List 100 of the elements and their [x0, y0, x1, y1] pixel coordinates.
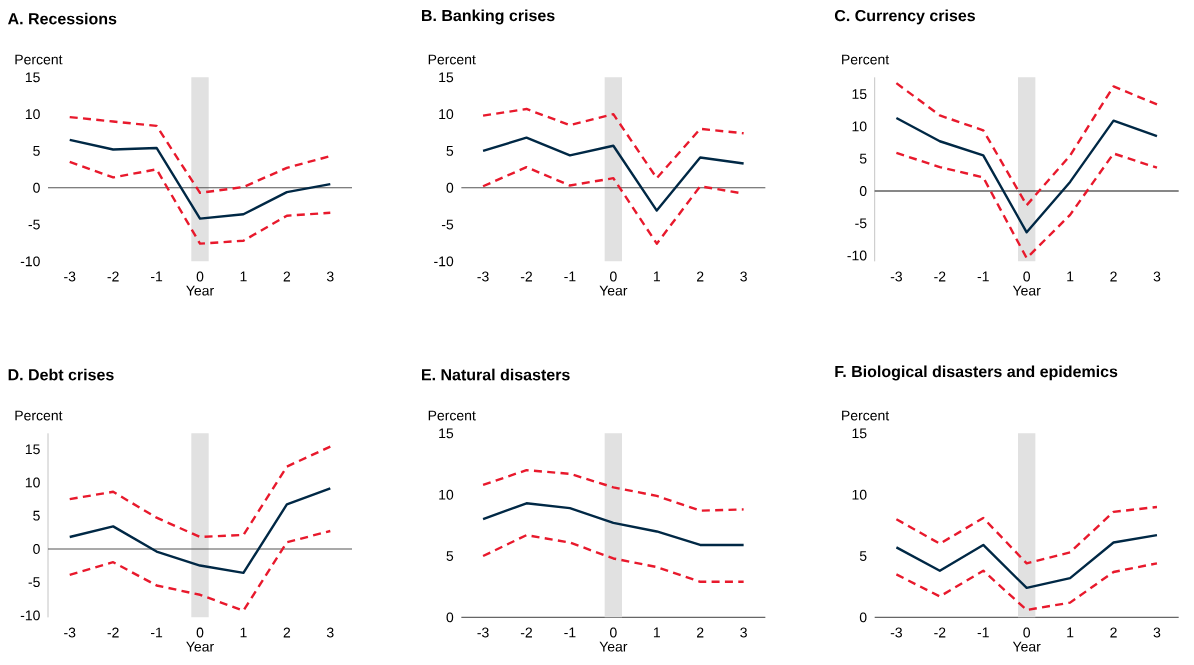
x-tick-label: 3 [1153, 627, 1161, 638]
x-tick-label: 1 [653, 627, 660, 638]
x-tick-label: 1 [240, 627, 247, 638]
y-tick-label: -10 [20, 256, 40, 267]
x-tick-label: 1 [1067, 271, 1074, 282]
x-axis-title: Year [1012, 285, 1041, 296]
y-tick-label: 15 [439, 428, 454, 439]
y-tick-label: -10 [20, 610, 40, 621]
line-series [481, 502, 745, 547]
line-series [895, 533, 1159, 590]
x-tick-label: -2 [107, 627, 119, 638]
y-tick-label: 15 [852, 428, 867, 439]
y-axis-title: Percent [842, 410, 890, 421]
x-tick-label: -3 [890, 271, 902, 282]
y-tick-label: 15 [25, 72, 40, 83]
x-axis-title: Year [599, 641, 628, 652]
y-tick-label: 10 [25, 477, 40, 488]
chart-title: A. Recessions [8, 12, 117, 25]
y-tick-label: -5 [441, 219, 454, 230]
x-tick-label: -1 [150, 627, 163, 638]
line-series [481, 468, 745, 512]
line-series [895, 116, 1159, 234]
x-axis-title: Year [186, 641, 214, 652]
y-tick-label: 15 [852, 89, 867, 100]
line-series [68, 138, 332, 220]
line-series [481, 136, 745, 212]
x-tick-label: -3 [64, 627, 76, 638]
line-series [481, 533, 745, 583]
x-tick-label: -1 [977, 271, 989, 282]
x-tick-label: -2 [934, 271, 946, 282]
x-axis-title: Year [1012, 641, 1041, 652]
x-tick-label: -3 [890, 627, 902, 638]
x-tick-label: 2 [697, 627, 704, 638]
chart-title: E. Natural disasters [422, 368, 570, 381]
y-axis-title: Percent [15, 54, 63, 65]
x-tick-label: 2 [283, 271, 291, 282]
y-axis-title: Percent [428, 410, 476, 421]
y-tick-label: 5 [446, 551, 454, 561]
x-tick-label: -3 [64, 271, 76, 282]
x-tick-label: 1 [653, 271, 660, 282]
x-tick-label: 2 [1110, 627, 1117, 638]
line-series [68, 529, 332, 612]
x-axis-title: Year [599, 285, 628, 296]
x-tick-label: 3 [740, 271, 747, 282]
x-axis-title: Year [186, 285, 214, 296]
x-tick-label: -2 [934, 627, 946, 638]
x-tick-label: -3 [477, 271, 489, 282]
x-tick-label: 0 [196, 271, 204, 282]
x-tick-label: 0 [610, 627, 617, 638]
chart-title: C. Currency crises [834, 9, 975, 25]
y-tick-label: 0 [33, 182, 40, 193]
y-tick-label: -10 [847, 250, 867, 261]
y-tick-label: 0 [859, 186, 867, 196]
x-tick-label: -3 [477, 627, 489, 638]
y-tick-label: -10 [434, 256, 454, 267]
y-axis-title: Percent [428, 54, 476, 65]
line-series [895, 151, 1159, 260]
x-tick-label: -1 [564, 271, 576, 282]
x-tick-label: -1 [977, 627, 989, 638]
y-tick-label: -5 [28, 219, 40, 230]
x-tick-label: 2 [1110, 271, 1117, 282]
line-series [68, 160, 332, 245]
chart-title: B. Banking crises [422, 9, 555, 25]
y-tick-label: 10 [439, 489, 454, 500]
x-tick-label: 2 [697, 271, 704, 282]
x-tick-label: 3 [740, 627, 747, 638]
y-axis-title: Percent [15, 410, 63, 421]
y-tick-label: 15 [439, 72, 454, 83]
x-tick-label: -2 [520, 627, 532, 638]
x-tick-label: 1 [1067, 627, 1074, 638]
x-tick-label: 2 [283, 627, 291, 638]
y-tick-label: 10 [852, 489, 867, 500]
line-series [481, 107, 745, 180]
x-tick-label: -1 [150, 271, 163, 282]
y-tick-label: 5 [446, 146, 454, 156]
x-tick-label: 0 [1023, 627, 1031, 638]
y-tick-label: 0 [446, 612, 454, 623]
line-series [68, 115, 332, 195]
y-tick-label: -5 [28, 577, 40, 588]
x-tick-label: 3 [326, 271, 334, 282]
y-tick-label: 10 [852, 121, 867, 132]
y-tick-label: 0 [859, 612, 867, 623]
line-series [895, 81, 1159, 207]
y-tick-label: 15 [25, 444, 40, 455]
x-tick-label: 1 [240, 271, 247, 282]
chart-title: D. Debt crises [8, 368, 114, 381]
x-tick-label: -2 [520, 271, 532, 282]
x-tick-label: 0 [1023, 271, 1031, 282]
chart-title: F. Biological disasters and epidemics [835, 365, 1118, 381]
line-series [895, 505, 1159, 565]
y-tick-label: 5 [33, 146, 40, 156]
y-tick-label: 5 [859, 551, 867, 561]
x-tick-label: -2 [107, 271, 119, 282]
y-tick-label: 10 [25, 109, 40, 120]
y-axis-title: Percent [842, 54, 890, 65]
y-tick-label: 5 [859, 153, 867, 164]
y-tick-label: 5 [33, 510, 40, 521]
x-tick-label: -1 [564, 627, 576, 638]
y-tick-label: 0 [33, 544, 40, 554]
line-series [68, 445, 332, 539]
